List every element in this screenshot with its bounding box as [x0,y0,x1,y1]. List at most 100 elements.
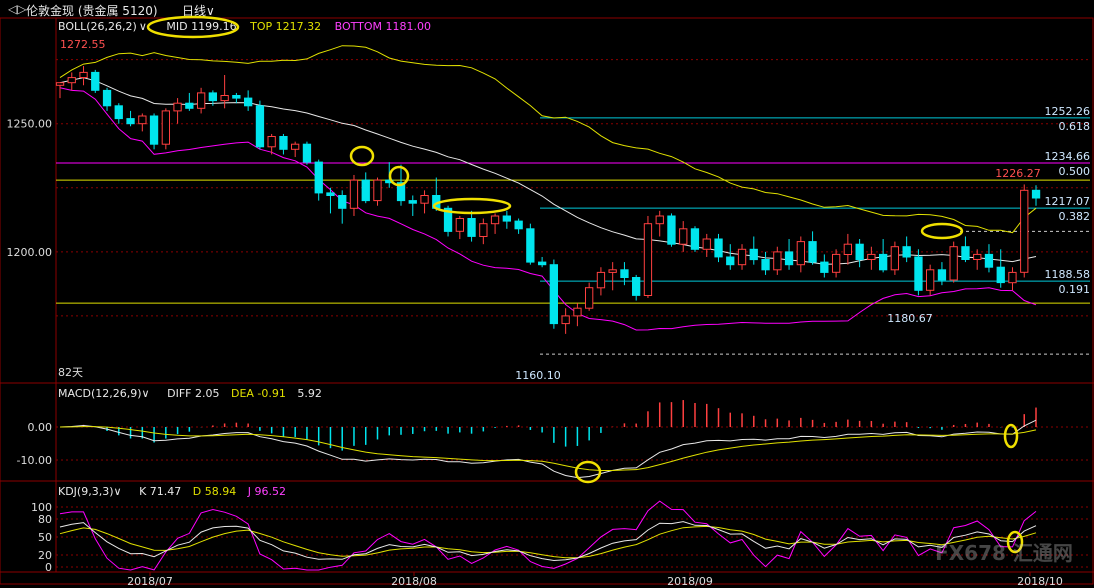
candle-body [138,115,147,125]
x-tick-label: 2018/09 [667,575,713,588]
boll-top-value: TOP 1217.32 [250,20,322,33]
fib-price-label: 1217.07 [1045,195,1091,208]
back-arrow-icon[interactable]: ◁▷ [8,2,27,16]
kdj-tick-label: 100 [31,501,52,514]
candle-body [867,253,876,260]
candle-body [843,243,853,255]
candle-body [1031,189,1041,199]
candle-body [808,241,817,263]
macd-legend[interactable]: MACD(12,26,9)∨ DIFF 2.05 DEA -0.91 5.92 [58,387,330,400]
watermark-text: FX678 汇通网 [935,541,1073,565]
fib-ratio-label: 0.618 [1059,120,1091,133]
chevron-down-icon[interactable]: ∨ [138,20,147,33]
candle-body [632,277,641,296]
candle-body [443,207,453,232]
highlight-ellipse [574,460,602,484]
chevron-down-icon: ∨ [206,4,215,18]
fib-price-label: 1234.66 [1045,150,1091,163]
candle-body [973,253,982,260]
candle-body [832,253,841,273]
candle-body [420,195,429,204]
chart-frame [0,17,1094,585]
kdj-tick-label: 0 [45,561,52,574]
candle-body [302,143,312,163]
fib-price-label: 1188.58 [1045,268,1091,281]
kdj-label: KDJ(9,3,3) [58,485,114,498]
candle-body [349,179,359,209]
candle-body [902,246,911,258]
candle-body [820,261,829,273]
candle-body [914,256,923,291]
candle-body [79,71,88,79]
period-selector[interactable]: 日线∨ [182,2,215,19]
low2-price-label: 1180.67 [887,312,933,325]
candle-body [1020,189,1029,273]
highlight-ellipse [432,197,512,215]
price-tick-label: 1250.00 [7,118,53,131]
last-price-label: 1226.27 [995,167,1041,180]
candle-body [667,215,676,245]
candle-body [291,143,300,150]
candle-body [620,269,629,278]
candle-body [502,215,512,222]
candle-body [255,105,265,148]
x-tick-label: 2018/07 [127,575,173,588]
candle-body [338,195,347,209]
candle-body [714,238,723,258]
boll-legend[interactable]: BOLL(26,26,2) ∨ MID 1199.16 TOP 1217.32 B… [58,20,441,33]
candle-body [479,223,488,237]
chevron-down-icon[interactable]: ∨ [141,387,150,400]
days-count-label: 82天 [58,366,83,379]
candle-body [373,179,382,202]
macd-tick-label: -10.00 [17,454,52,467]
candle-body [455,218,465,232]
kdj-legend[interactable]: KDJ(9,3,3)∨ K 71.47 D 58.94 J 96.52 [58,485,294,498]
fib-ratio-label: 0.500 [1059,165,1091,178]
candle-body [197,92,206,109]
chevron-down-icon[interactable]: ∨ [113,485,122,498]
high-price-label: 1272.55 [60,38,106,51]
candle-body [643,223,653,296]
candle-body [984,253,994,268]
candle-body [890,246,900,271]
candle-body [91,71,100,91]
x-tick-label: 2018/10 [1017,575,1063,588]
kdj-k-value: K 71.47 [139,485,182,498]
low-price-label: 1160.10 [515,369,561,382]
boll-label: BOLL(26,26,2) [58,20,137,33]
kdj-j-value: J 96.52 [247,485,286,498]
candle-body [185,102,194,109]
candle-body [173,102,182,112]
candle-body [114,105,123,120]
candle-body [232,95,241,99]
instrument-name[interactable]: 伦敦金现 (贵金属 5120) [26,4,158,18]
macd-label: MACD(12,26,9) [58,387,142,400]
candle-body [949,246,958,281]
fib-ratio-label: 0.191 [1059,283,1091,296]
fib-price-label: 1252.26 [1045,105,1091,118]
boll-top-line [59,45,1037,234]
candle-body [549,264,559,325]
macd-dea-value: DEA -0.91 [230,387,286,400]
candle-body [749,248,758,261]
candle-body [279,136,288,150]
highlight-ellipse [1003,423,1019,449]
candle-body [937,269,947,281]
candle-body [726,256,735,266]
highlight-ellipse [146,15,240,39]
candle-body [561,315,570,325]
kdj-d-line [59,525,1037,559]
candle-body [467,218,476,237]
kdj-k-line [59,521,1037,562]
highlight-ellipse [349,145,375,167]
highlight-ellipse [1006,530,1024,554]
price-tick-label: 1200.00 [7,246,53,259]
candle-body [784,251,794,266]
candle-body [149,115,159,145]
kdj-j-line [59,500,1037,571]
candle-body [208,92,217,102]
candle-body [396,182,406,202]
x-tick-label: 2018/08 [391,575,437,588]
kdj-tick-label: 50 [38,531,52,544]
